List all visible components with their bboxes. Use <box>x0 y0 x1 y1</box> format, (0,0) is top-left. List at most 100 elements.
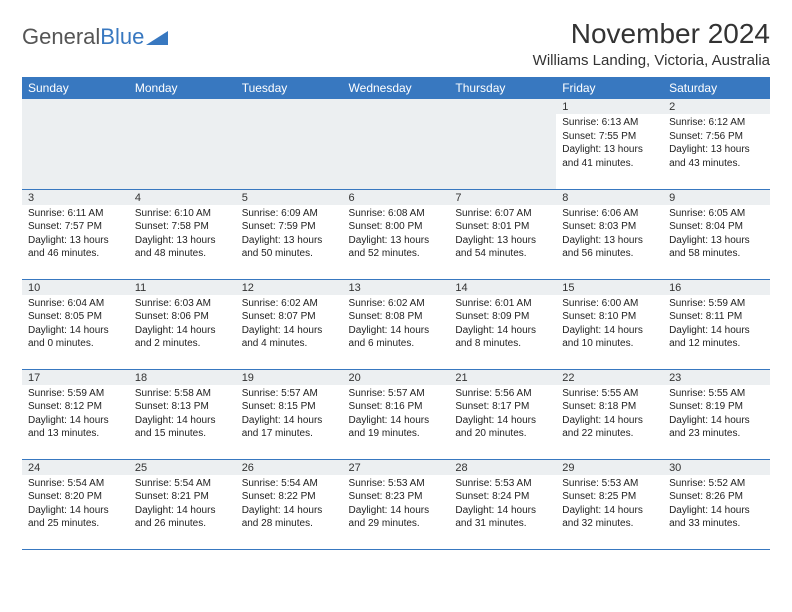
calendar-day-cell: 17Sunrise: 5:59 AMSunset: 8:12 PMDayligh… <box>22 369 129 459</box>
day-details: Sunrise: 6:00 AMSunset: 8:10 PMDaylight:… <box>556 295 663 355</box>
sunset-text: Sunset: 7:59 PM <box>242 220 337 234</box>
day-number: 5 <box>236 190 343 205</box>
daylight-text: Daylight: 14 hours and 0 minutes. <box>28 324 123 351</box>
daylight-text: Daylight: 14 hours and 8 minutes. <box>455 324 550 351</box>
daylight-text: Daylight: 14 hours and 15 minutes. <box>135 414 230 441</box>
sunset-text: Sunset: 8:08 PM <box>349 310 444 324</box>
day-number: 2 <box>663 99 770 114</box>
calendar-day-cell: 21Sunrise: 5:56 AMSunset: 8:17 PMDayligh… <box>449 369 556 459</box>
day-number: 21 <box>449 370 556 385</box>
day-number: 11 <box>129 280 236 295</box>
calendar-day-cell: 2Sunrise: 6:12 AMSunset: 7:56 PMDaylight… <box>663 99 770 189</box>
sunrise-text: Sunrise: 6:11 AM <box>28 207 123 221</box>
day-details: Sunrise: 6:12 AMSunset: 7:56 PMDaylight:… <box>663 114 770 174</box>
sunrise-text: Sunrise: 6:02 AM <box>242 297 337 311</box>
sunrise-text: Sunrise: 5:53 AM <box>455 477 550 491</box>
daylight-text: Daylight: 14 hours and 19 minutes. <box>349 414 444 441</box>
calendar-day-cell: 26Sunrise: 5:54 AMSunset: 8:22 PMDayligh… <box>236 459 343 549</box>
sunrise-text: Sunrise: 5:54 AM <box>242 477 337 491</box>
calendar-day-cell: 9Sunrise: 6:05 AMSunset: 8:04 PMDaylight… <box>663 189 770 279</box>
sunset-text: Sunset: 8:04 PM <box>669 220 764 234</box>
sunset-text: Sunset: 8:25 PM <box>562 490 657 504</box>
calendar-week-row: 10Sunrise: 6:04 AMSunset: 8:05 PMDayligh… <box>22 279 770 369</box>
day-details: Sunrise: 5:58 AMSunset: 8:13 PMDaylight:… <box>129 385 236 445</box>
calendar-day-cell <box>449 99 556 189</box>
calendar-day-cell: 15Sunrise: 6:00 AMSunset: 8:10 PMDayligh… <box>556 279 663 369</box>
logo-text-2: Blue <box>100 24 144 50</box>
daylight-text: Daylight: 13 hours and 54 minutes. <box>455 234 550 261</box>
day-details: Sunrise: 5:53 AMSunset: 8:25 PMDaylight:… <box>556 475 663 535</box>
logo-triangle-icon <box>146 29 168 45</box>
day-details: Sunrise: 5:55 AMSunset: 8:18 PMDaylight:… <box>556 385 663 445</box>
calendar-week-row: 17Sunrise: 5:59 AMSunset: 8:12 PMDayligh… <box>22 369 770 459</box>
daylight-text: Daylight: 13 hours and 46 minutes. <box>28 234 123 261</box>
sunrise-text: Sunrise: 5:53 AM <box>349 477 444 491</box>
calendar-week-row: 3Sunrise: 6:11 AMSunset: 7:57 PMDaylight… <box>22 189 770 279</box>
daylight-text: Daylight: 14 hours and 10 minutes. <box>562 324 657 351</box>
sunrise-text: Sunrise: 5:56 AM <box>455 387 550 401</box>
daylight-text: Daylight: 14 hours and 2 minutes. <box>135 324 230 351</box>
sunset-text: Sunset: 8:13 PM <box>135 400 230 414</box>
calendar-day-cell: 27Sunrise: 5:53 AMSunset: 8:23 PMDayligh… <box>343 459 450 549</box>
daylight-text: Daylight: 14 hours and 20 minutes. <box>455 414 550 441</box>
day-details: Sunrise: 5:54 AMSunset: 8:22 PMDaylight:… <box>236 475 343 535</box>
sunset-text: Sunset: 8:09 PM <box>455 310 550 324</box>
sunrise-text: Sunrise: 6:07 AM <box>455 207 550 221</box>
location: Williams Landing, Victoria, Australia <box>533 52 770 69</box>
calendar-day-cell: 29Sunrise: 5:53 AMSunset: 8:25 PMDayligh… <box>556 459 663 549</box>
day-number: 24 <box>22 460 129 475</box>
day-number: 19 <box>236 370 343 385</box>
calendar-day-cell: 28Sunrise: 5:53 AMSunset: 8:24 PMDayligh… <box>449 459 556 549</box>
sunrise-text: Sunrise: 5:55 AM <box>669 387 764 401</box>
day-number: 8 <box>556 190 663 205</box>
sunset-text: Sunset: 7:57 PM <box>28 220 123 234</box>
calendar-day-cell: 11Sunrise: 6:03 AMSunset: 8:06 PMDayligh… <box>129 279 236 369</box>
sunrise-text: Sunrise: 5:52 AM <box>669 477 764 491</box>
daylight-text: Daylight: 14 hours and 26 minutes. <box>135 504 230 531</box>
calendar-day-cell: 14Sunrise: 6:01 AMSunset: 8:09 PMDayligh… <box>449 279 556 369</box>
daylight-text: Daylight: 14 hours and 28 minutes. <box>242 504 337 531</box>
calendar-day-cell: 7Sunrise: 6:07 AMSunset: 8:01 PMDaylight… <box>449 189 556 279</box>
calendar-day-cell: 24Sunrise: 5:54 AMSunset: 8:20 PMDayligh… <box>22 459 129 549</box>
daylight-text: Daylight: 14 hours and 6 minutes. <box>349 324 444 351</box>
day-number: 25 <box>129 460 236 475</box>
weekday-header: Friday <box>556 77 663 99</box>
day-details: Sunrise: 6:11 AMSunset: 7:57 PMDaylight:… <box>22 205 129 265</box>
sunset-text: Sunset: 8:15 PM <box>242 400 337 414</box>
daylight-text: Daylight: 14 hours and 4 minutes. <box>242 324 337 351</box>
weekday-header: Tuesday <box>236 77 343 99</box>
sunrise-text: Sunrise: 6:10 AM <box>135 207 230 221</box>
sunrise-text: Sunrise: 5:58 AM <box>135 387 230 401</box>
sunset-text: Sunset: 8:06 PM <box>135 310 230 324</box>
calendar-day-cell: 13Sunrise: 6:02 AMSunset: 8:08 PMDayligh… <box>343 279 450 369</box>
day-details: Sunrise: 5:53 AMSunset: 8:23 PMDaylight:… <box>343 475 450 535</box>
sunset-text: Sunset: 8:03 PM <box>562 220 657 234</box>
weekday-header-row: Sunday Monday Tuesday Wednesday Thursday… <box>22 77 770 99</box>
weekday-header: Monday <box>129 77 236 99</box>
calendar-day-cell: 25Sunrise: 5:54 AMSunset: 8:21 PMDayligh… <box>129 459 236 549</box>
day-details: Sunrise: 6:05 AMSunset: 8:04 PMDaylight:… <box>663 205 770 265</box>
daylight-text: Daylight: 14 hours and 22 minutes. <box>562 414 657 441</box>
daylight-text: Daylight: 14 hours and 12 minutes. <box>669 324 764 351</box>
day-details: Sunrise: 6:13 AMSunset: 7:55 PMDaylight:… <box>556 114 663 174</box>
day-number: 28 <box>449 460 556 475</box>
sunrise-text: Sunrise: 5:59 AM <box>28 387 123 401</box>
day-number: 15 <box>556 280 663 295</box>
sunset-text: Sunset: 8:11 PM <box>669 310 764 324</box>
sunset-text: Sunset: 8:12 PM <box>28 400 123 414</box>
calendar-day-cell <box>236 99 343 189</box>
sunrise-text: Sunrise: 6:06 AM <box>562 207 657 221</box>
logo: GeneralBlue <box>22 18 168 50</box>
sunrise-text: Sunrise: 5:54 AM <box>135 477 230 491</box>
day-details: Sunrise: 6:07 AMSunset: 8:01 PMDaylight:… <box>449 205 556 265</box>
day-number: 27 <box>343 460 450 475</box>
day-details: Sunrise: 5:59 AMSunset: 8:11 PMDaylight:… <box>663 295 770 355</box>
calendar-week-row: 1Sunrise: 6:13 AMSunset: 7:55 PMDaylight… <box>22 99 770 189</box>
day-details: Sunrise: 6:02 AMSunset: 8:07 PMDaylight:… <box>236 295 343 355</box>
day-number: 22 <box>556 370 663 385</box>
day-number: 7 <box>449 190 556 205</box>
day-details: Sunrise: 5:57 AMSunset: 8:16 PMDaylight:… <box>343 385 450 445</box>
calendar-week-row: 24Sunrise: 5:54 AMSunset: 8:20 PMDayligh… <box>22 459 770 549</box>
calendar-day-cell: 19Sunrise: 5:57 AMSunset: 8:15 PMDayligh… <box>236 369 343 459</box>
sunset-text: Sunset: 8:00 PM <box>349 220 444 234</box>
